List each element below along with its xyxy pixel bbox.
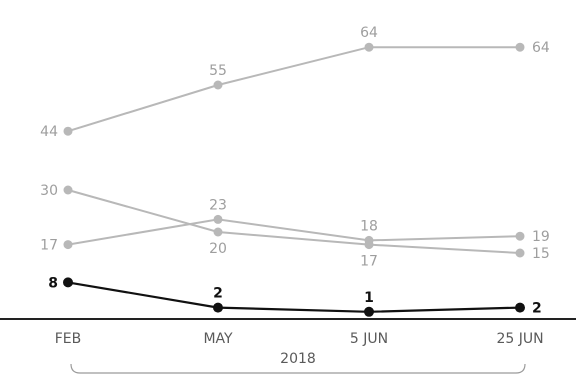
series-0-point-3 [515, 42, 525, 52]
data-labels-layer: 44 55 64 64 30 20 17 15 17 23 18 19 8 2 1 2 [40, 25, 550, 316]
year-label: 2018 [280, 351, 316, 367]
series-1-point-1 [213, 227, 223, 237]
series-3-point-3 [515, 302, 525, 313]
series-3-line [67, 281, 521, 313]
series-1-label-0: 30 [40, 183, 58, 199]
series-2-line [67, 218, 521, 246]
series-1-label-3: 15 [532, 246, 550, 262]
series-0-point-2 [364, 42, 374, 52]
series-3-point-0 [63, 277, 73, 288]
series-0-label-3: 64 [532, 40, 550, 56]
series-layer [63, 42, 525, 317]
series-0-label-1: 55 [209, 63, 227, 79]
series-0-line [67, 46, 520, 133]
series-3-point-1 [213, 302, 223, 313]
x-tick-label-2: 5 JUN [350, 331, 388, 347]
series-2-label-0: 17 [40, 238, 58, 254]
series-1 [63, 185, 525, 258]
series-0-point-0 [63, 126, 73, 136]
series-0-point-1 [213, 80, 223, 90]
year-bracket [70, 363, 526, 374]
series-0-label-2: 64 [360, 25, 378, 41]
series-2-label-3: 19 [532, 229, 550, 245]
series-0 [63, 42, 525, 136]
series-0-label-0: 44 [40, 124, 58, 140]
series-2-point-0 [63, 240, 73, 250]
series-2-point-3 [515, 231, 525, 241]
series-2 [63, 214, 525, 250]
series-1-point-0 [63, 185, 73, 195]
x-tick-labels: FEB MAY 5 JUN 25 JUN [55, 331, 544, 347]
series-1-point-3 [515, 248, 525, 258]
series-3-label-0: 8 [48, 275, 58, 291]
x-tick-label-3: 25 JUN [496, 331, 543, 347]
x-tick-label-0: FEB [55, 331, 82, 347]
series-2-point-1 [213, 214, 223, 224]
series-1-label-1: 20 [209, 241, 227, 257]
series-2-label-1: 23 [209, 197, 227, 213]
x-tick-label-1: MAY [203, 331, 233, 347]
series-3-label-3: 2 [532, 301, 542, 317]
series-2-label-2: 18 [360, 218, 378, 234]
series-3-label-2: 1 [364, 290, 374, 306]
series-3-label-1: 2 [213, 286, 223, 302]
series-1-line [67, 189, 521, 254]
series-2-point-2 [364, 235, 374, 245]
series-3 [63, 277, 525, 317]
series-1-label-2: 17 [360, 254, 378, 270]
series-3-point-2 [364, 306, 374, 317]
